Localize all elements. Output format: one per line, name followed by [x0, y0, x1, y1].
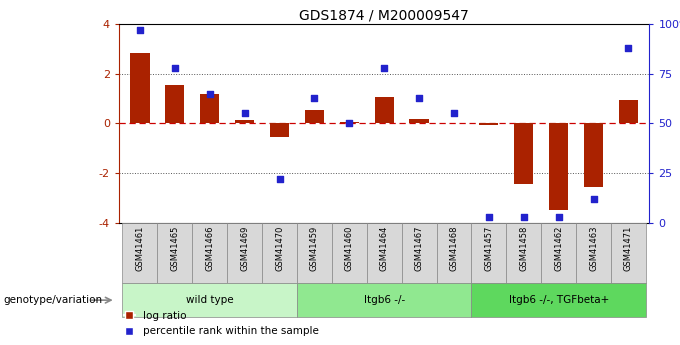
Bar [409, 119, 428, 123]
Text: GSM41469: GSM41469 [240, 226, 249, 271]
Point [449, 111, 460, 116]
Text: GSM41470: GSM41470 [275, 226, 284, 271]
Bar [200, 93, 220, 123]
Bar [375, 97, 394, 123]
Text: GSM41457: GSM41457 [484, 226, 494, 271]
Bar [471, 283, 646, 317]
Bar [611, 223, 646, 283]
Bar [340, 122, 359, 123]
Text: GSM41467: GSM41467 [415, 226, 424, 271]
Bar [367, 223, 402, 283]
Text: GSM41459: GSM41459 [310, 226, 319, 271]
Bar [122, 283, 297, 317]
Bar [437, 223, 471, 283]
Bar [514, 123, 533, 184]
Point [274, 176, 285, 181]
Point [623, 45, 634, 51]
Point [518, 214, 529, 219]
Bar [576, 223, 611, 283]
Bar [402, 223, 437, 283]
Text: genotype/variation: genotype/variation [3, 295, 103, 305]
Bar [235, 120, 254, 123]
Point [239, 111, 250, 116]
Legend: log ratio, percentile rank within the sample: log ratio, percentile rank within the sa… [124, 311, 319, 336]
Text: GSM41462: GSM41462 [554, 226, 563, 271]
Text: GSM41458: GSM41458 [520, 226, 528, 271]
Title: GDS1874 / M200009547: GDS1874 / M200009547 [299, 9, 469, 23]
Bar [541, 223, 576, 283]
Text: Itgb6 -/-: Itgb6 -/- [364, 295, 405, 305]
Bar [619, 100, 638, 123]
Point [554, 214, 564, 219]
Bar [332, 223, 367, 283]
Point [344, 120, 355, 126]
Text: GSM41471: GSM41471 [624, 226, 633, 271]
Text: GSM41460: GSM41460 [345, 226, 354, 271]
Bar [549, 123, 568, 210]
Bar [165, 85, 184, 123]
Bar [270, 123, 289, 137]
Text: GSM41464: GSM41464 [379, 226, 389, 271]
Point [413, 95, 424, 100]
Text: GSM41465: GSM41465 [170, 226, 180, 271]
Bar [297, 223, 332, 283]
Point [588, 196, 599, 201]
Point [379, 65, 390, 71]
Bar [262, 223, 297, 283]
Bar [122, 223, 157, 283]
Point [483, 214, 494, 219]
Bar [297, 283, 471, 317]
Bar [584, 123, 603, 187]
Text: GSM41468: GSM41468 [449, 226, 458, 271]
Text: GSM41463: GSM41463 [589, 226, 598, 271]
Bar [507, 223, 541, 283]
Text: Itgb6 -/-, TGFbeta+: Itgb6 -/-, TGFbeta+ [509, 295, 609, 305]
Bar [471, 223, 507, 283]
Bar [305, 110, 324, 123]
Bar [227, 223, 262, 283]
Point [135, 27, 146, 33]
Point [204, 91, 215, 96]
Bar [479, 123, 498, 125]
Bar [157, 223, 192, 283]
Point [169, 65, 180, 71]
Text: GSM41461: GSM41461 [135, 226, 144, 271]
Text: GSM41466: GSM41466 [205, 226, 214, 271]
Bar [131, 53, 150, 123]
Point [309, 95, 320, 100]
Bar [192, 223, 227, 283]
Text: wild type: wild type [186, 295, 233, 305]
